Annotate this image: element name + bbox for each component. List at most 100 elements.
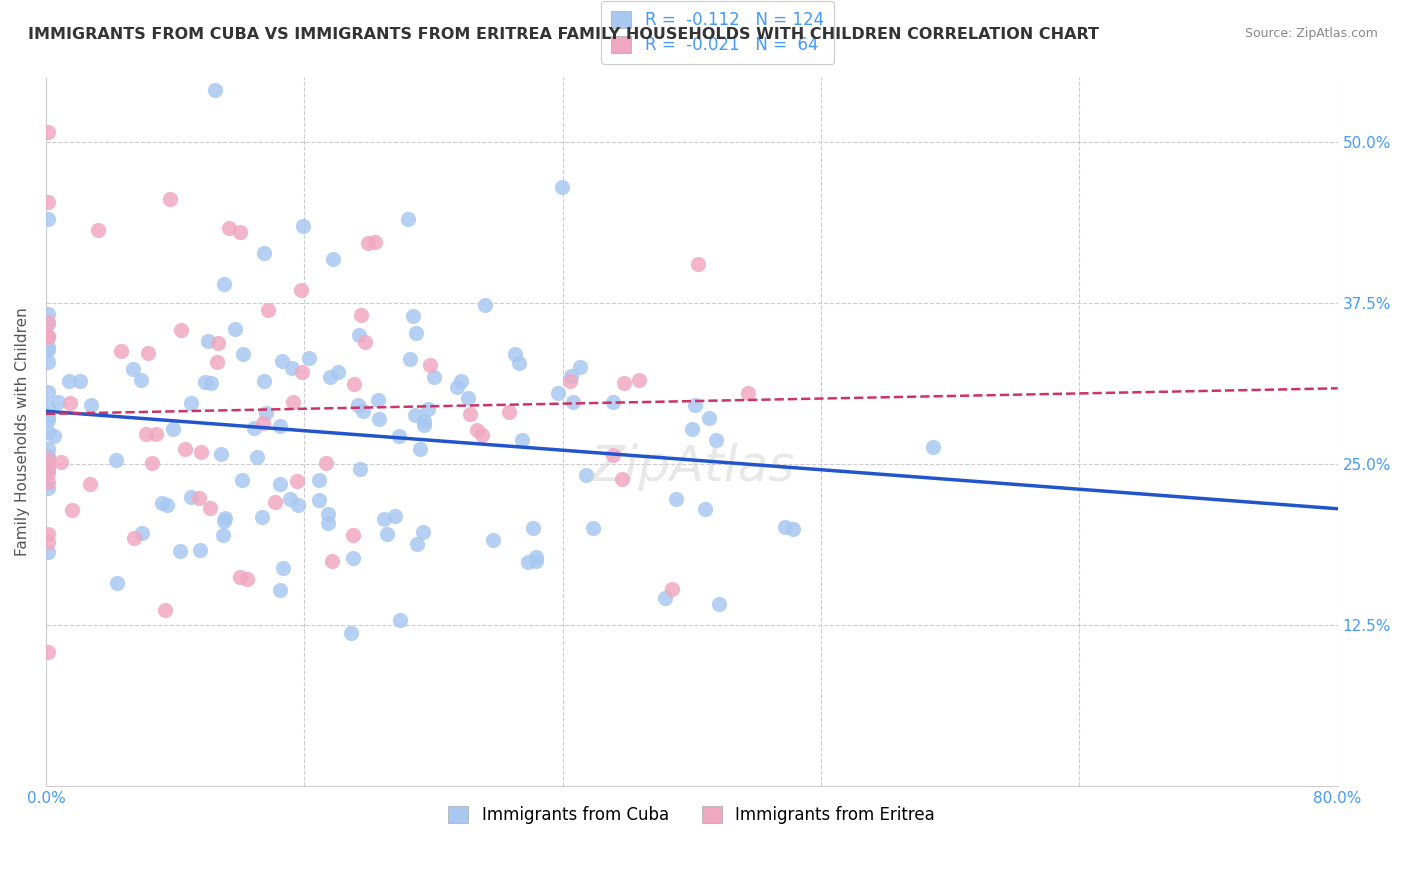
Point [269,419,291,434]
Point [322,252,344,266]
Point [190,445,212,459]
Point [737,385,759,400]
Point [364,235,387,249]
Point [367,393,389,408]
Point [58,396,80,410]
Point [129,373,152,387]
Point [124,532,146,546]
Point [87,223,110,237]
Point [37,534,59,549]
Point [413,418,436,433]
Point [291,366,314,380]
Point [37,317,59,331]
Point [707,597,730,611]
Point [37,527,59,541]
Point [568,359,591,374]
Point [654,591,676,606]
Point [405,537,427,551]
Point [357,235,380,250]
Point [353,403,375,417]
Point [681,422,703,436]
Point [159,192,181,206]
Point [297,351,319,365]
Point [423,370,446,384]
Point [602,395,624,409]
Point [396,212,419,227]
Point [347,328,370,343]
Point [482,533,505,548]
Point [350,308,373,322]
Point [51,455,73,469]
Point [316,516,339,530]
Point [308,473,330,487]
Point [446,380,468,394]
Point [269,476,291,491]
Point [547,386,569,401]
Point [505,346,527,360]
Point [581,521,603,535]
Point [627,372,650,386]
Point [610,472,633,486]
Point [122,362,145,376]
Point [349,462,371,476]
Point [205,355,228,369]
Point [136,346,159,360]
Point [695,501,717,516]
Point [198,501,221,516]
Point [665,491,688,506]
Point [498,404,520,418]
Text: ZipAtlas: ZipAtlas [589,443,794,491]
Point [242,421,264,435]
Point [419,358,441,372]
Text: IMMIGRANTS FROM CUBA VS IMMIGRANTS FROM ERITREA FAMILY HOUSEHOLDS WITH CHILDREN : IMMIGRANTS FROM CUBA VS IMMIGRANTS FROM … [28,27,1099,42]
Point [180,396,202,410]
Point [450,374,472,388]
Point [560,374,582,388]
Point [207,335,229,350]
Point [214,514,236,528]
Point [110,343,132,358]
Point [602,448,624,462]
Point [200,376,222,391]
Point [197,334,219,348]
Point [458,407,481,421]
Point [273,561,295,575]
Point [346,398,368,412]
Point [194,375,217,389]
Point [308,492,330,507]
Point [169,543,191,558]
Point [782,522,804,536]
Point [162,422,184,436]
Point [212,528,235,542]
Point [37,328,59,343]
Point [321,554,343,568]
Point [105,575,128,590]
Point [155,498,177,512]
Point [37,385,59,400]
Point [269,583,291,598]
Point [214,511,236,525]
Point [512,433,534,447]
Point [58,374,80,388]
Point [254,406,277,420]
Point [236,572,259,586]
Point [253,245,276,260]
Point [256,303,278,318]
Point [922,440,945,454]
Point [37,329,59,343]
Point [141,456,163,470]
Point [252,416,274,430]
Point [37,449,59,463]
Point [354,335,377,350]
Point [560,368,582,383]
Point [373,512,395,526]
Point [613,376,636,391]
Point [290,283,312,297]
Point [173,442,195,457]
Point [246,450,269,465]
Point [229,570,252,584]
Point [37,459,59,474]
Point [37,343,59,357]
Point [474,298,496,312]
Point [343,376,366,391]
